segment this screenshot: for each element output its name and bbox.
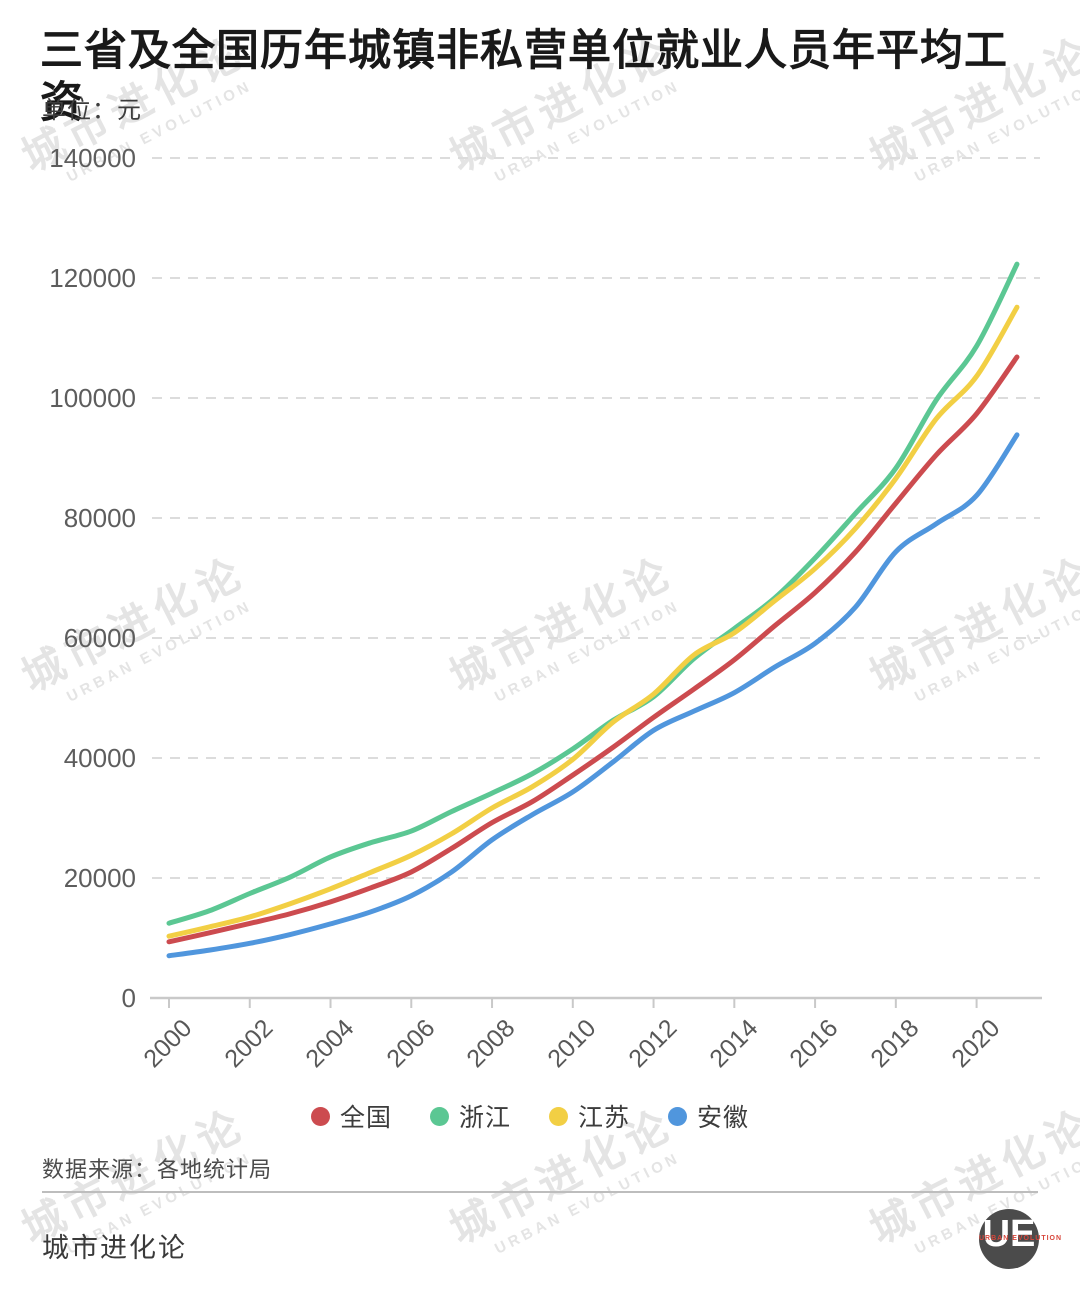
legend-label: 安徽: [697, 1104, 750, 1132]
legend-label: 浙江: [458, 1104, 511, 1132]
legend-dot-icon: [549, 1106, 568, 1126]
legend-dot-icon: [668, 1106, 688, 1126]
legend-item-3[interactable]: 安徽: [668, 1098, 749, 1134]
ue-logo-text: UE: [982, 1213, 1036, 1255]
series-line-0: [166, 354, 1020, 945]
y-axis-label: 120000: [49, 263, 136, 293]
legend-dot-icon: [429, 1106, 449, 1126]
y-axis-label: 20000: [63, 863, 136, 893]
y-axis-label: 140000: [49, 143, 136, 173]
y-axis-label: 100000: [49, 383, 136, 413]
y-axis-label: 0: [121, 983, 136, 1013]
page-title: 三省及全国历年城镇非私营单位就业人员年平均工资: [40, 27, 1008, 127]
y-axis-label: 80000: [63, 503, 136, 533]
legend-item-0[interactable]: 全国: [310, 1098, 392, 1134]
legend-label: 江苏: [578, 1104, 631, 1132]
y-axis-label: 60000: [63, 623, 136, 653]
series-line-3: [166, 432, 1020, 959]
chart-legend: 全国 浙江 江苏 安徽: [0, 1098, 1060, 1134]
y-axis-label: 40000: [63, 743, 136, 773]
series-line-1: [166, 261, 1020, 926]
footer-divider: [42, 1191, 1038, 1193]
unit-label: 单位：元: [42, 97, 142, 124]
legend-item-2[interactable]: 江苏: [549, 1098, 630, 1134]
brand-name: 城市进化论: [42, 1233, 187, 1263]
ue-logo-subtext: URBAN EVOLUTION: [979, 1235, 1063, 1242]
legend-item-1[interactable]: 浙江: [429, 1098, 511, 1134]
legend-label: 全国: [339, 1104, 392, 1132]
ue-logo: UE URBAN EVOLUTION: [979, 1209, 1063, 1269]
series-line-2: [166, 304, 1020, 939]
legend-dot-icon: [310, 1106, 330, 1126]
data-source-note: 数据来源：各地统计局: [42, 1157, 273, 1182]
